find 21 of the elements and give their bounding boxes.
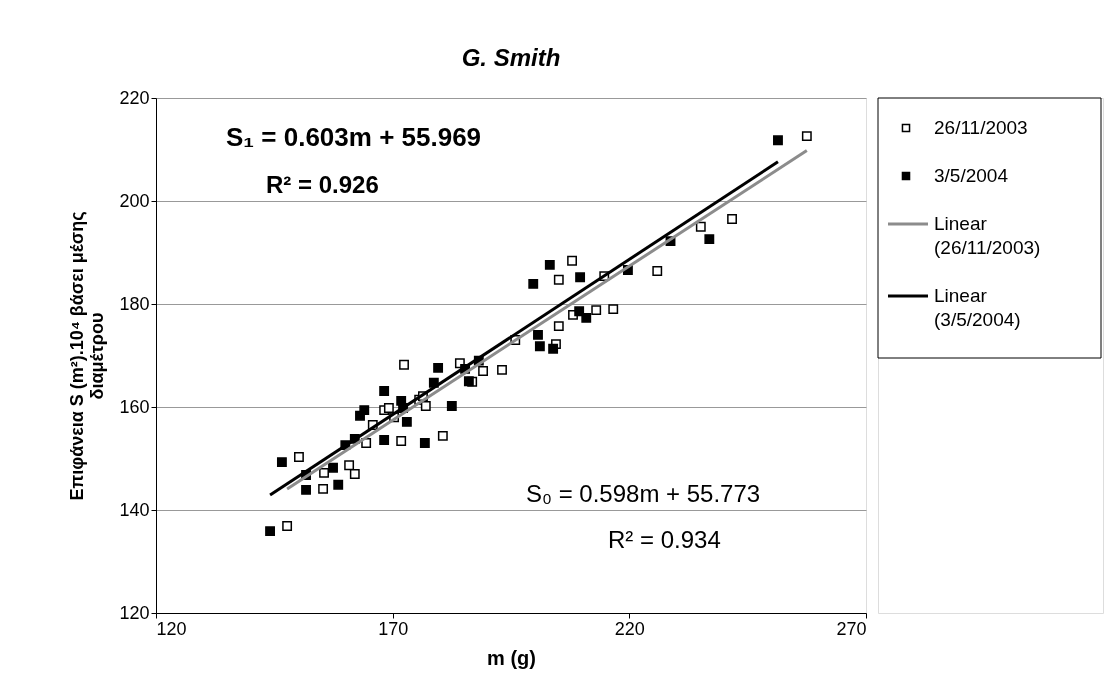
legend-label: 3/5/2004 [934,165,1009,186]
annotation: S₀ = 0.598m + 55.773 [526,480,761,507]
y-tick-label: 160 [119,396,150,417]
annotation: R² = 0.926 [266,171,379,198]
legend-label: Linear (3/5/2004) [934,285,1021,330]
x-tick-label: 270 [836,618,867,639]
x-tick-label: 220 [614,618,645,639]
y-tick-label: 220 [119,87,150,108]
legend-label: Linear (26/11/2003) [934,213,1041,258]
annotation: R² = 0.934 [608,526,721,553]
y-tick-label: 120 [119,602,150,623]
legend-label: 26/11/2003 [934,117,1028,138]
annotation: S₁ = 0.603m + 55.969 [226,122,482,152]
y-tick-label: 140 [119,499,150,520]
x-tick-label: 120 [156,618,187,639]
y-axis-title: Επιφάνεια S (m²).10⁴ βάσει μέσης διαμέτρου [67,211,108,501]
y-tick-label: 180 [119,293,150,314]
y-tick-label: 200 [119,190,150,211]
x-tick-label: 170 [378,618,409,639]
chart-title: G. Smith [461,44,561,71]
x-axis-title: m (g) [487,646,536,669]
